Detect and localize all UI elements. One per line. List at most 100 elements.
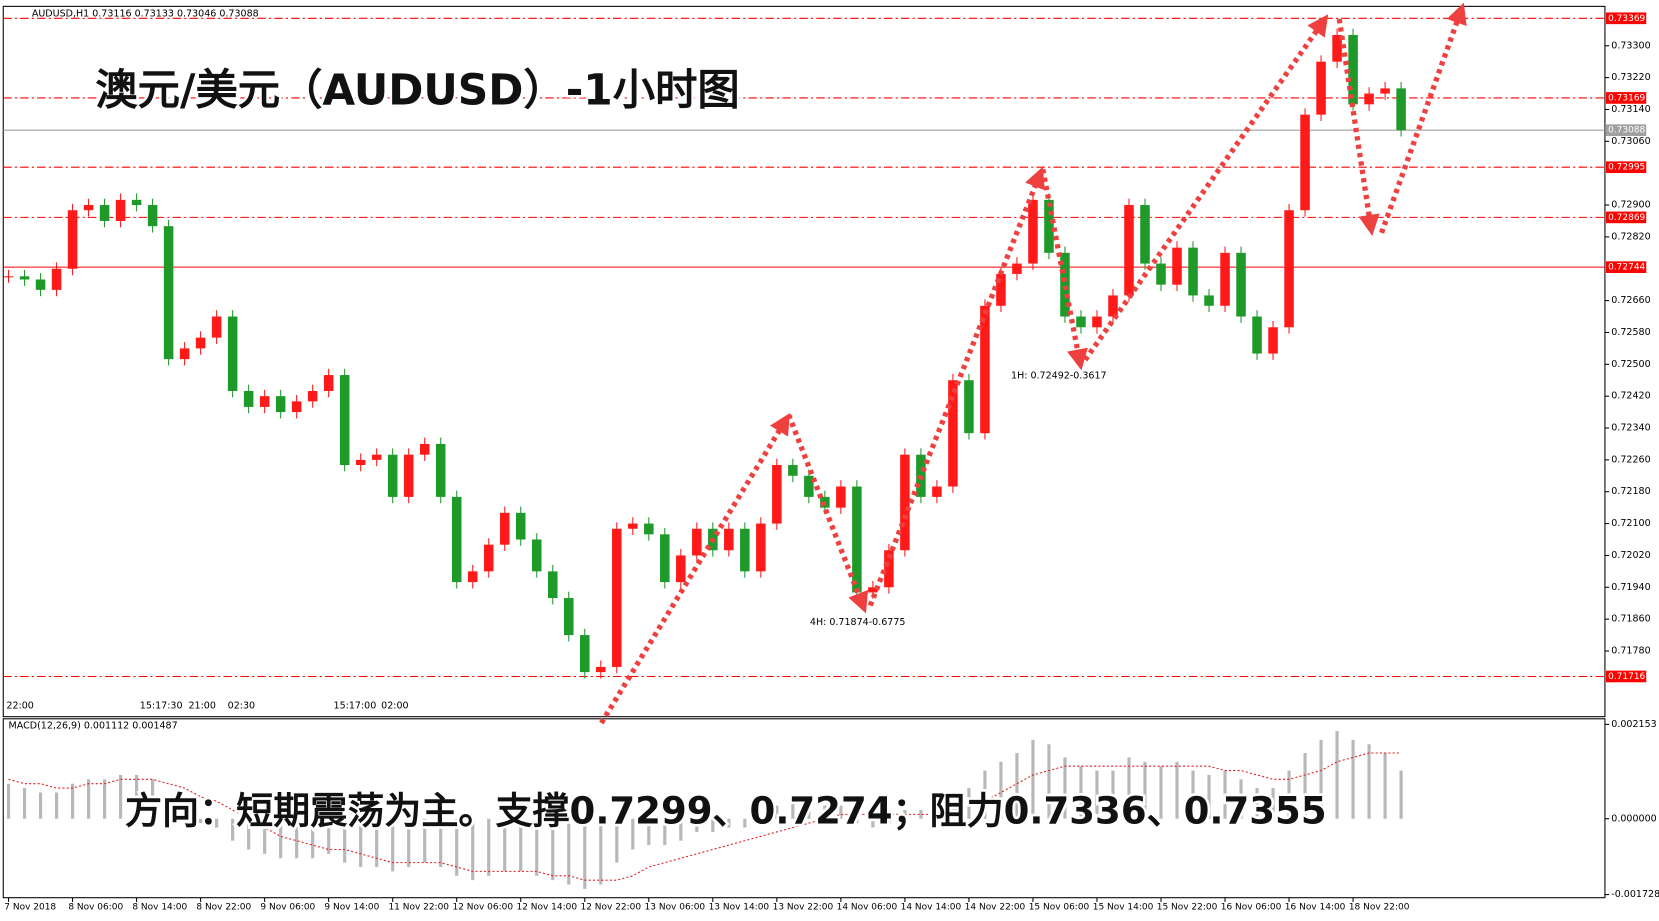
macd-bar [887, 818, 891, 824]
candle-body [1012, 263, 1022, 274]
candle-body [1108, 295, 1118, 317]
macd-bar [855, 818, 859, 824]
macd-bar [167, 801, 171, 819]
level-label: 0.72744 [1608, 263, 1645, 273]
macd-bar [1047, 744, 1051, 819]
y-tick-label: 0.73300 [1611, 40, 1650, 51]
candle-body [243, 390, 254, 407]
y-tick-label: 0.72500 [1611, 359, 1650, 370]
macd-bar [102, 779, 107, 819]
x-tick-label: 7 Nov 2018 [4, 903, 56, 913]
x-tick-label: 18 Nov 22:00 [1349, 903, 1410, 913]
candle-body [19, 276, 30, 280]
macd-bar [439, 818, 443, 868]
y-tick-label: 0.71940 [1611, 582, 1650, 593]
x-tick-label: 13 Nov 14:00 [709, 903, 770, 913]
y-tick-label: 0.72820 [1611, 231, 1650, 242]
macd-bar [1287, 770, 1291, 819]
candle-body [724, 528, 734, 551]
level-label-box [1605, 12, 1647, 25]
candle-body [1044, 199, 1054, 253]
macd-bar [215, 818, 219, 828]
candle-body [1188, 247, 1198, 296]
macd-bar [6, 783, 11, 819]
x-tick-label: 14 Nov 22:00 [965, 903, 1026, 913]
macd-bar [759, 818, 763, 820]
time-marker: 21:00 [189, 701, 216, 712]
level-label-box [1605, 161, 1647, 174]
candle-body [884, 550, 894, 588]
macd-bar [807, 805, 811, 819]
macd-bar [663, 818, 667, 846]
macd-bar [407, 818, 411, 868]
candle-body [35, 279, 46, 290]
time-marker: 02:30 [228, 701, 255, 712]
x-tick-label: 9 Nov 06:00 [260, 903, 315, 913]
candle-body [387, 454, 398, 497]
indicator-title: MACD(12,26,9) 0.001112 0.001487 [9, 721, 178, 732]
level-label: 0.71716 [1608, 672, 1645, 682]
macd-bar [487, 818, 491, 876]
candle-body [435, 443, 446, 497]
candle-body [644, 523, 654, 535]
macd-bar [1335, 731, 1339, 819]
x-tick-label: 13 Nov 22:00 [773, 903, 834, 913]
candle-body [483, 544, 494, 572]
macd-bar [647, 818, 651, 846]
candle-body [1380, 88, 1390, 94]
candle-body [740, 528, 750, 572]
y-tick-label: -0.001728 [1611, 889, 1659, 900]
macd-bar [311, 818, 315, 859]
macd-bar [727, 818, 731, 828]
macd-bar [743, 818, 747, 828]
macd-bar [535, 818, 539, 876]
candle-body [467, 571, 478, 583]
macd-bar [263, 818, 267, 854]
candle-body [499, 512, 510, 545]
macd-bar [1063, 757, 1067, 819]
macd-bar [1223, 770, 1227, 819]
x-tick-label: 15 Nov 14:00 [1093, 903, 1154, 913]
x-tick-label: 15 Nov 06:00 [1029, 903, 1090, 913]
candle-body [163, 226, 174, 360]
trend-arrow [1082, 14, 1329, 362]
y-tick-label: 0.72100 [1611, 518, 1650, 529]
macd-bar [871, 818, 875, 828]
candle-body [227, 316, 238, 391]
macd-bar [1191, 770, 1195, 819]
time-marker: 15:17:30 [140, 701, 183, 712]
y-tick-label: 0.73220 [1611, 72, 1650, 83]
candle-body [1028, 199, 1038, 264]
level-label-box [1605, 124, 1647, 137]
level-label: 0.73369 [1608, 14, 1645, 24]
macd-bar [503, 818, 507, 872]
x-tick-label: 12 Nov 22:00 [581, 903, 642, 913]
candle-body [211, 316, 222, 338]
macd-bar [455, 818, 459, 876]
chart-header: AUDUSD,H1 0.73116 0.73133 0.73046 0.7308… [32, 8, 259, 19]
macd-bar [551, 818, 555, 881]
candle-body [1300, 114, 1310, 211]
macd-bar [1207, 774, 1211, 819]
candle-body [371, 454, 382, 460]
y-tick-label: 0.71860 [1611, 614, 1650, 625]
macd-bar [599, 818, 603, 885]
macd-bar [54, 792, 59, 819]
candle-body [660, 534, 670, 583]
macd-bar [1095, 770, 1099, 819]
candle-body [804, 475, 814, 497]
macd-bar [86, 779, 91, 819]
macd-bar [199, 818, 203, 824]
candle-body [291, 401, 302, 413]
x-tick-label: 9 Nov 14:00 [324, 903, 379, 913]
candle-body [1284, 210, 1294, 328]
candle-body [596, 666, 606, 673]
candle-body [99, 205, 110, 221]
macd-bar [791, 801, 795, 819]
price-panel [2, 5, 1606, 718]
candle-body [83, 205, 94, 211]
candle-body [563, 598, 574, 636]
candle-body [323, 375, 334, 391]
candle-body [1332, 35, 1342, 62]
